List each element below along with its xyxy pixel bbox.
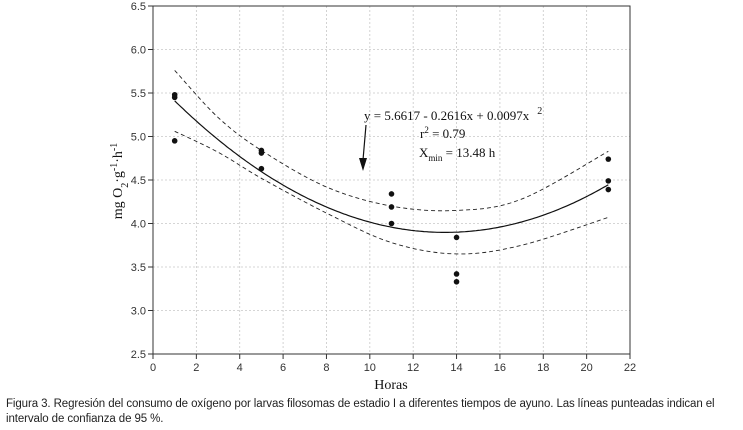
data-point bbox=[605, 186, 612, 193]
y-axis-title-sub: 2 bbox=[120, 183, 131, 188]
regression-annotation: y = 5.6617 - 0.2616x + 0.0097x 2 r2 = 0.7… bbox=[359, 106, 542, 171]
x-tick-label: 12 bbox=[407, 362, 419, 374]
xmin-sub: min bbox=[428, 153, 443, 163]
x-tick-label: 14 bbox=[450, 362, 462, 374]
equation-exponent: 2 bbox=[537, 106, 542, 117]
x-tick-label: 10 bbox=[364, 362, 376, 374]
r-squared-base: r bbox=[420, 126, 425, 141]
y-axis-title-sup: -1 bbox=[109, 163, 120, 171]
x-tick-label: 18 bbox=[537, 362, 549, 374]
confidence-interval bbox=[174, 70, 609, 255]
y-axis-ticks: 2.5 3.0 3.5 4.0 4.5 5.0 5.5 6.0 6.5 bbox=[131, 1, 153, 361]
data-point bbox=[258, 150, 265, 156]
data-point bbox=[453, 234, 460, 241]
x-tick-label: 6 bbox=[280, 362, 286, 374]
y-tick-label: 5.5 bbox=[131, 88, 146, 100]
y-tick-label: 6.5 bbox=[131, 1, 146, 13]
y-tick-label: 4.0 bbox=[131, 219, 146, 231]
data-point bbox=[388, 191, 395, 197]
confidence-upper-line bbox=[174, 70, 609, 212]
y-axis-title-part: ·h bbox=[111, 151, 126, 163]
y-tick-label: 6.0 bbox=[131, 45, 146, 57]
data-point bbox=[171, 94, 178, 101]
data-point bbox=[605, 156, 612, 162]
y-axis-title-part: ·g bbox=[111, 171, 126, 183]
data-point bbox=[453, 271, 460, 277]
confidence-lower-line bbox=[174, 130, 609, 255]
data-point bbox=[388, 204, 395, 210]
xmin-base: X bbox=[419, 145, 429, 160]
y-axis-title-sup: -1 bbox=[109, 143, 120, 151]
annotation-arrow-head bbox=[359, 158, 367, 171]
data-point bbox=[453, 278, 460, 285]
data-point bbox=[605, 178, 612, 184]
x-tick-label: 16 bbox=[494, 362, 506, 374]
xmin-value: = 13.48 h bbox=[442, 145, 495, 160]
grid bbox=[152, 5, 631, 355]
x-tick-label: 8 bbox=[323, 362, 329, 374]
xmin-label: Xmin = 13.48 h bbox=[419, 145, 496, 163]
x-tick-label: 4 bbox=[237, 362, 243, 374]
r-squared-value: = 0.79 bbox=[429, 126, 466, 141]
figure-caption: Figura 3. Regresión del consumo de oxíge… bbox=[6, 398, 715, 425]
regression-chart: 0 2 4 6 8 10 12 14 16 18 20 22 2.53.03.54.04.55.05.… bbox=[109, 1, 637, 393]
x-axis-ticks: 0 2 4 6 8 10 12 14 16 18 20 22 bbox=[150, 354, 636, 374]
r-squared-sup: 2 bbox=[424, 125, 429, 135]
x-tick-label: 0 bbox=[150, 362, 156, 374]
x-tick-label: 20 bbox=[581, 362, 593, 374]
x-tick-label: 2 bbox=[193, 362, 199, 374]
r-squared-label: r2 = 0.79 bbox=[420, 125, 465, 141]
y-tick-label: 3.5 bbox=[131, 262, 146, 274]
data-point bbox=[388, 220, 395, 227]
data-point bbox=[171, 138, 178, 144]
y-tick-label: 2.5 bbox=[131, 349, 146, 361]
regression-curve bbox=[174, 100, 609, 233]
equation-label: y = 5.6617 - 0.2616x + 0.0097x 2 bbox=[364, 106, 542, 123]
annotation-arrow-shaft bbox=[362, 124, 367, 161]
y-axis-title: mg O2·g-1·h-1 bbox=[109, 143, 131, 220]
y-tick-label: 4.5 bbox=[131, 175, 146, 187]
x-tick-label: 22 bbox=[624, 362, 636, 374]
x-axis-title: Horas bbox=[374, 378, 407, 393]
data-point bbox=[258, 165, 265, 172]
y-axis-title-part: mg O bbox=[111, 188, 126, 220]
regression-fit bbox=[174, 100, 609, 233]
y-tick-label: 3.0 bbox=[131, 306, 146, 318]
equation-text: y = 5.6617 - 0.2616x + 0.0097x bbox=[364, 108, 530, 123]
y-tick-label: 5.0 bbox=[131, 132, 146, 144]
data-points bbox=[171, 91, 612, 285]
